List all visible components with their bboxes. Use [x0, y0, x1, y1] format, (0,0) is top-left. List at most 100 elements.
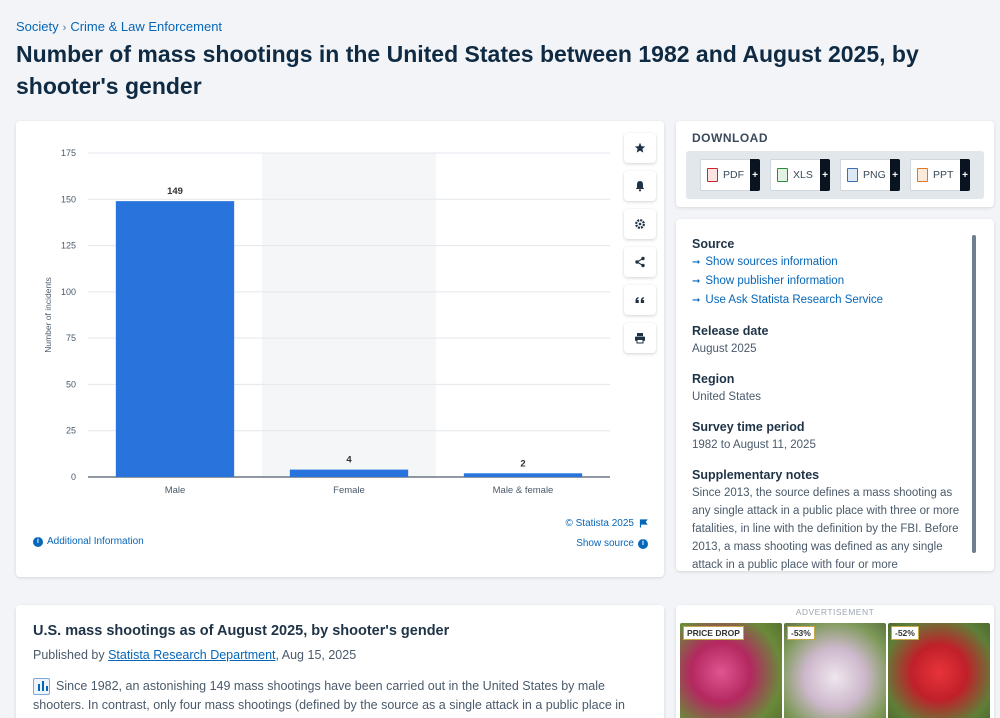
ad-tag: -52%: [891, 626, 919, 640]
breadcrumb-separator: ›: [62, 22, 67, 34]
bar: [463, 473, 583, 477]
y-axis-label: Number of incidents: [43, 277, 53, 353]
quote-icon: [635, 297, 645, 303]
y-tick-label: 125: [61, 241, 76, 251]
share-button[interactable]: [624, 247, 656, 277]
y-tick-label: 75: [66, 333, 76, 343]
survey-period-value: 1982 to August 11, 2025: [692, 439, 816, 451]
additional-information-link[interactable]: i Additional Information: [33, 536, 144, 547]
ad-tile-flowers-red[interactable]: -52%: [888, 623, 990, 718]
png-file-icon: [847, 168, 858, 182]
show-source-link[interactable]: Show source i: [576, 538, 648, 549]
article-body-text: Since 1982, an astonishing 149 mass shoo…: [33, 679, 625, 712]
y-tick-label: 0: [71, 472, 76, 482]
download-ppt-label: PPT: [933, 169, 954, 181]
release-date-value: August 2025: [692, 343, 757, 355]
bar: [289, 469, 409, 477]
region-heading: Region: [692, 372, 735, 386]
article-published: Published by Statista Research Departmen…: [33, 648, 356, 662]
flag-icon: [639, 519, 648, 528]
download-title: DOWNLOAD: [692, 131, 768, 145]
ask-statista-label: Use Ask Statista Research Service: [705, 294, 884, 306]
data-label: 2: [520, 458, 525, 469]
download-xls-button[interactable]: XLS +: [770, 159, 830, 191]
share-icon: [635, 256, 645, 268]
info-icon: i: [33, 536, 43, 547]
breadcrumb: Society › Crime & Law Enforcement: [16, 19, 222, 34]
publisher-link[interactable]: Statista Research Department: [108, 648, 276, 662]
additional-information-label: Additional Information: [47, 536, 144, 547]
ask-statista-link[interactable]: ➞ Use Ask Statista Research Service: [692, 291, 962, 310]
show-sources-link[interactable]: ➞ Show sources information: [692, 253, 962, 272]
arrow-right-icon: ➞: [692, 295, 701, 306]
supplementary-notes-heading: Supplementary notes: [692, 468, 820, 482]
print-icon: [635, 333, 645, 344]
download-pdf-label: PDF: [723, 169, 744, 181]
arrow-right-icon: ➞: [692, 257, 701, 268]
download-ppt-button[interactable]: PPT +: [910, 159, 970, 191]
category-highlight: [262, 153, 436, 477]
region-value: United States: [692, 391, 762, 403]
print-button[interactable]: [624, 323, 656, 353]
bell-icon: [635, 181, 645, 192]
ad-tile-flowers-pink[interactable]: PRICE DROP: [680, 623, 782, 718]
details-scrollbar[interactable]: [972, 235, 976, 553]
x-tick-label: Female: [333, 485, 365, 496]
article-card: U.S. mass shootings as of August 2025, b…: [16, 605, 664, 718]
cite-button[interactable]: [624, 285, 656, 315]
download-png-button[interactable]: PNG +: [840, 159, 900, 191]
x-tick-label: Male: [165, 485, 186, 496]
statistic-details: Source ➞ Show sources information ➞ Show p…: [692, 237, 962, 571]
show-publisher-link[interactable]: ➞ Show publisher information: [692, 272, 962, 291]
x-tick-label: Male & female: [493, 485, 554, 496]
plus-icon: +: [750, 159, 760, 191]
bar-chart-icon: [33, 678, 50, 696]
release-date-heading: Release date: [692, 324, 769, 338]
show-sources-label: Show sources information: [705, 256, 838, 268]
show-publisher-label: Show publisher information: [705, 275, 845, 287]
page-title: Number of mass shootings in the United S…: [16, 41, 919, 99]
supplementary-notes-value: Since 2013, the source defines a mass sh…: [692, 487, 960, 571]
download-pdf-button[interactable]: PDF +: [700, 159, 760, 191]
notification-button[interactable]: [624, 171, 656, 201]
download-png-label: PNG: [863, 169, 886, 181]
breadcrumb-link-crime[interactable]: Crime & Law Enforcement: [70, 19, 223, 34]
scrollbar-thumb[interactable]: [972, 235, 976, 553]
download-buttons: PDF + XLS + PNG + PPT +: [686, 151, 984, 199]
breadcrumb-link-society[interactable]: Society: [16, 19, 59, 34]
y-tick-label: 50: [66, 379, 76, 389]
copyright-text: © Statista 2025: [565, 518, 634, 529]
plus-icon: +: [960, 159, 970, 191]
copyright-link[interactable]: © Statista 2025: [565, 518, 648, 529]
data-label: 4: [346, 455, 352, 466]
article-body: Since 1982, an astonishing 149 mass shoo…: [33, 677, 648, 715]
y-tick-label: 150: [61, 194, 76, 204]
chart-card: 0 25 50 75 100 125 150 175 Number of incidents 14…: [16, 121, 664, 577]
article-title: U.S. mass shootings as of August 2025, b…: [33, 623, 450, 639]
advertisement: ADVERTISEMENT ▷ ✕ PRICE DROP -53% -52%: [676, 605, 994, 718]
y-tick-label: 25: [66, 426, 76, 436]
chart-toolbar: [624, 133, 656, 361]
ad-tag: PRICE DROP: [683, 626, 744, 640]
plus-icon: +: [820, 159, 830, 191]
ppt-file-icon: [917, 168, 928, 182]
pdf-file-icon: [707, 168, 718, 182]
ad-tag: -53%: [787, 626, 815, 640]
download-card: DOWNLOAD PDF + XLS + PNG + PPT +: [676, 121, 994, 207]
show-source-label: Show source: [576, 538, 634, 549]
published-prefix: Published by: [33, 648, 105, 662]
info-icon: i: [638, 538, 648, 549]
xls-file-icon: [777, 168, 788, 182]
star-icon: [634, 142, 646, 153]
favorite-button[interactable]: [624, 133, 656, 163]
survey-period-heading: Survey time period: [692, 420, 805, 434]
download-xls-label: XLS: [793, 169, 813, 181]
source-heading: Source: [692, 237, 735, 251]
data-label: 149: [167, 186, 183, 197]
settings-button[interactable]: [624, 209, 656, 239]
ad-tile-flowers-white[interactable]: -53%: [784, 623, 886, 718]
bar: [115, 201, 235, 477]
advertisement-label: ADVERTISEMENT: [795, 607, 875, 617]
y-tick-label: 175: [61, 148, 76, 158]
bar-chart: 0 25 50 75 100 125 150 175 Number of incidents 14…: [43, 148, 610, 496]
